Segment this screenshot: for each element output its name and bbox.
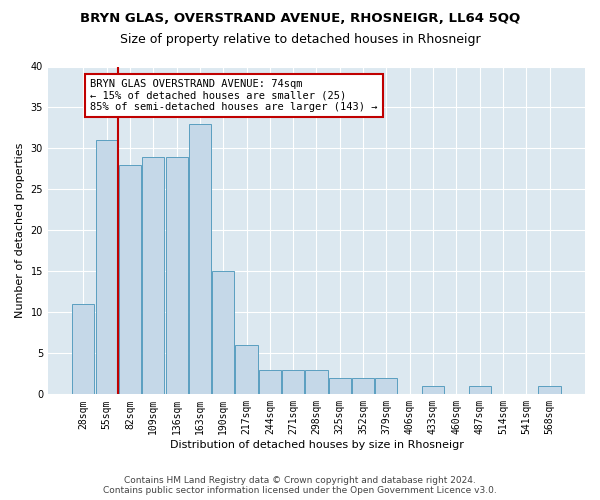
Bar: [305, 370, 328, 394]
Text: Contains HM Land Registry data © Crown copyright and database right 2024.
Contai: Contains HM Land Registry data © Crown c…: [103, 476, 497, 495]
Bar: [259, 370, 281, 394]
Bar: [73, 304, 94, 394]
Bar: [119, 165, 141, 394]
Bar: [422, 386, 444, 394]
Bar: [212, 272, 235, 394]
Bar: [166, 156, 188, 394]
Bar: [538, 386, 560, 394]
X-axis label: Distribution of detached houses by size in Rhosneigr: Distribution of detached houses by size …: [170, 440, 463, 450]
Bar: [282, 370, 304, 394]
Bar: [142, 156, 164, 394]
Bar: [235, 345, 257, 395]
Y-axis label: Number of detached properties: Number of detached properties: [15, 142, 25, 318]
Text: Size of property relative to detached houses in Rhosneigr: Size of property relative to detached ho…: [119, 32, 481, 46]
Bar: [189, 124, 211, 394]
Bar: [329, 378, 351, 394]
Bar: [376, 378, 397, 394]
Text: BRYN GLAS, OVERSTRAND AVENUE, RHOSNEIGR, LL64 5QQ: BRYN GLAS, OVERSTRAND AVENUE, RHOSNEIGR,…: [80, 12, 520, 26]
Bar: [469, 386, 491, 394]
Bar: [95, 140, 118, 394]
Bar: [352, 378, 374, 394]
Text: BRYN GLAS OVERSTRAND AVENUE: 74sqm
← 15% of detached houses are smaller (25)
85%: BRYN GLAS OVERSTRAND AVENUE: 74sqm ← 15%…: [90, 79, 377, 112]
